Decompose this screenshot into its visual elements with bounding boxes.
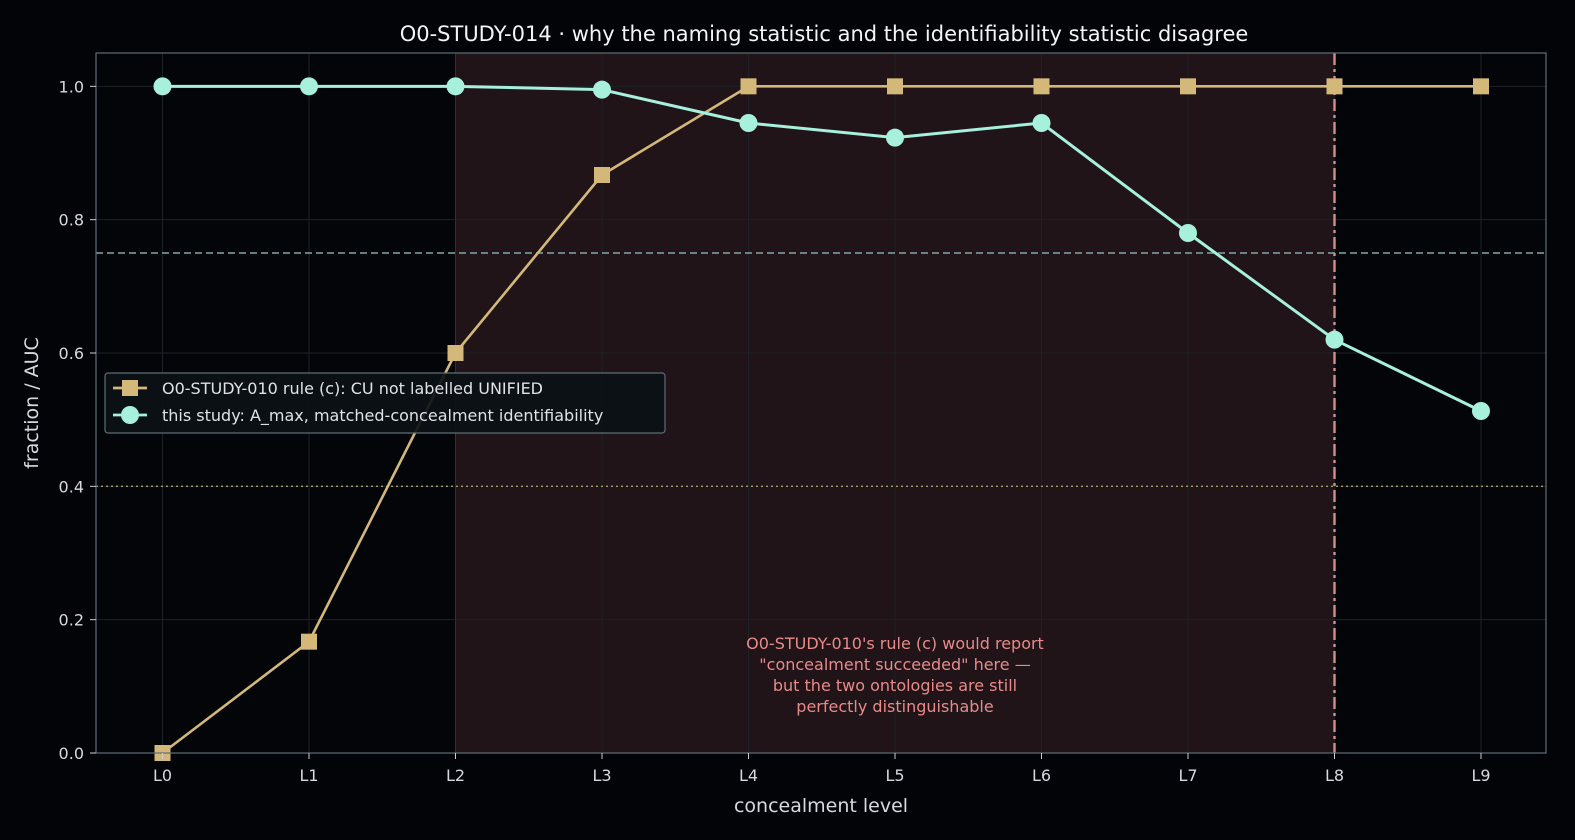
y-tick-label: 1.0 — [59, 77, 84, 96]
data-point — [740, 78, 757, 95]
legend-label: O0-STUDY-010 rule (c): CU not labelled U… — [162, 379, 543, 398]
annotation-line: O0-STUDY-010's rule (c) would report — [746, 634, 1044, 653]
data-point — [739, 114, 758, 132]
data-point — [301, 633, 317, 650]
annotation: O0-STUDY-010's rule (c) would report "con… — [746, 634, 1044, 716]
reference-lines — [96, 53, 1546, 753]
series-1 — [153, 77, 1490, 420]
annotation-line: but the two ontologies are still — [773, 676, 1017, 695]
y-tick-label: 0.8 — [59, 211, 84, 230]
x-tick-label: L7 — [1178, 766, 1197, 785]
legend-swatch-marker — [121, 406, 139, 424]
plot-frame — [95, 52, 1547, 754]
data-point — [593, 80, 611, 99]
data-point — [1472, 402, 1490, 420]
annotation-line: "concealment succeeded" here — — [759, 655, 1030, 674]
y-axis-title: fraction / AUC — [21, 337, 43, 469]
y-tick-label: 0.4 — [59, 477, 84, 496]
data-point — [300, 77, 318, 96]
x-tick-label: L5 — [885, 766, 904, 785]
data-point — [446, 77, 465, 96]
x-axis-ticks: L0 L1 L2 L3 L4 L5 L6 L7 L8 L9 — [153, 753, 1491, 785]
x-tick-label: L0 — [153, 766, 172, 785]
x-tick-label: L1 — [299, 766, 318, 785]
x-tick-label: L8 — [1325, 766, 1344, 785]
data-point — [1033, 78, 1050, 95]
data-point — [1180, 78, 1196, 95]
annotation-line: perfectly distinguishable — [796, 697, 993, 716]
series-line — [162, 84, 1482, 413]
y-tick-label: 0.2 — [59, 611, 84, 630]
data-point — [1325, 330, 1344, 349]
x-axis-title: concealment level — [734, 795, 908, 817]
series-line — [161, 85, 1481, 755]
legend-swatch-marker — [122, 380, 138, 396]
data-point — [887, 78, 903, 95]
series-0 — [154, 78, 1489, 761]
data-point — [1326, 78, 1343, 95]
legend: O0-STUDY-010 rule (c): CU not labelled U… — [104, 372, 666, 434]
legend-box — [104, 372, 666, 434]
x-tick-label: L2 — [446, 766, 465, 785]
data-point — [1032, 114, 1051, 132]
y-tick-label: 0.6 — [59, 344, 84, 363]
data-point — [886, 128, 904, 147]
data-point — [447, 345, 464, 361]
legend-label: this study: A_max, matched-concealment i… — [162, 406, 603, 426]
series-layer — [153, 77, 1490, 761]
y-tick-label: 0.0 — [59, 744, 84, 763]
y-axis-ticks: 0.0 0.2 0.4 0.6 0.8 1.0 — [59, 77, 96, 763]
x-tick-label: L9 — [1471, 766, 1490, 785]
chart-title: O0-STUDY-014 · why the naming statistic … — [400, 22, 1249, 46]
x-tick-label: L4 — [739, 766, 758, 785]
data-point — [594, 167, 610, 183]
x-tick-label: L3 — [592, 766, 611, 785]
data-point — [153, 77, 172, 96]
x-tick-label: L6 — [1032, 766, 1051, 785]
data-point — [1473, 78, 1489, 95]
data-point — [1179, 224, 1197, 242]
